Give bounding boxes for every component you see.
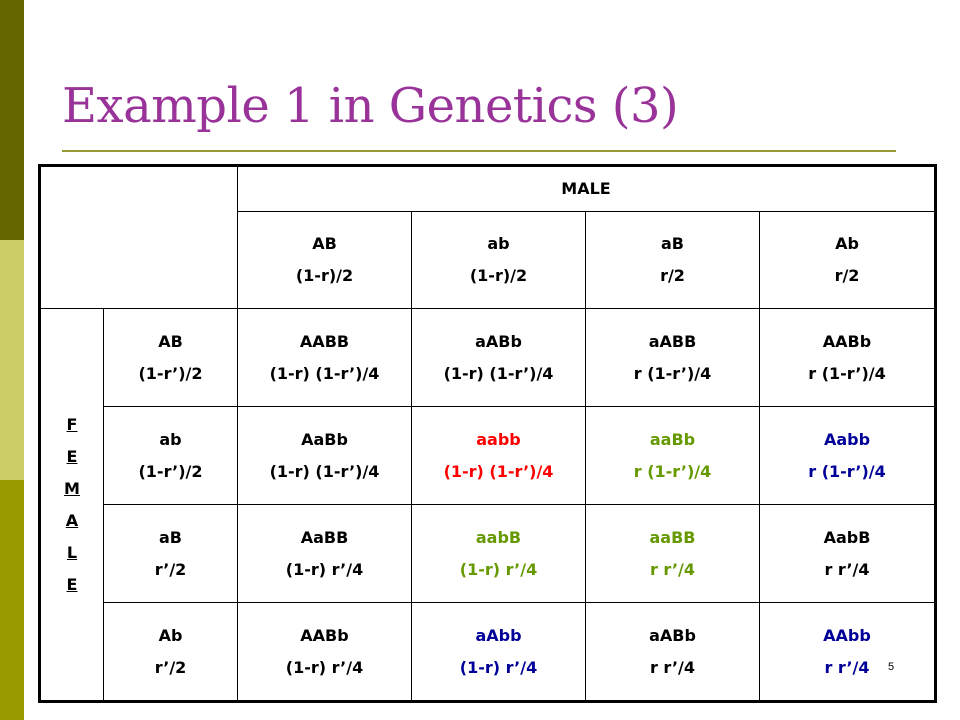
offspring-probability: (1-r) r’/4: [459, 657, 538, 677]
offspring-genotype: AABb: [300, 625, 349, 645]
gamete-probability: r/2: [660, 266, 685, 285]
offspring-genotype: aabb: [476, 429, 521, 449]
offspring-probability: r r’/4: [824, 657, 870, 677]
female-label-letter: E: [66, 574, 78, 594]
punnett-square-table: MALE AB (1-r)/2 ab (1-r)/2 aB r/2 Ab r/2…: [38, 164, 937, 703]
offspring-probability: (1-r) r’/4: [285, 657, 364, 677]
offspring-probability: r (1-r’)/4: [808, 363, 886, 383]
offspring-cell: AABb r (1-r’)/4: [759, 308, 936, 407]
gamete-probability: r’/2: [154, 559, 187, 579]
offspring-probability: r (1-r’)/4: [808, 461, 886, 481]
gamete-genotype: aB: [661, 234, 684, 253]
offspring-genotype: AaBb: [301, 429, 348, 449]
offspring-cell: AABb (1-r) r’/4: [237, 602, 412, 702]
gamete-genotype: AB: [158, 331, 183, 351]
offspring-cell: AabB r r’/4: [759, 504, 936, 603]
offspring-cell: aABb (1-r) (1-r’)/4: [411, 308, 586, 407]
gamete-probability: (1-r’)/2: [138, 363, 203, 383]
offspring-cell: AAbb r r’/4: [759, 602, 936, 702]
gamete-probability: (1-r)/2: [295, 266, 354, 285]
gamete-genotype: ab: [487, 234, 510, 253]
female-gamete-cell: AB (1-r’)/2: [103, 308, 238, 407]
male-header-row: MALE: [39, 165, 936, 309]
female-gamete-cell: Ab r’/2: [103, 602, 238, 702]
offspring-genotype: aabB: [475, 527, 522, 547]
offspring-genotype: aABB: [648, 331, 697, 351]
slide-number: 5: [888, 661, 895, 673]
offspring-genotype: Aabb: [823, 429, 871, 449]
gamete-probability: r’/2: [154, 657, 187, 677]
offspring-probability: r r’/4: [649, 559, 696, 579]
offspring-cell: aabB (1-r) r’/4: [411, 504, 586, 603]
offspring-genotype: AabB: [823, 527, 871, 547]
female-label-letter: L: [66, 542, 78, 562]
gamete-genotype: AB: [312, 234, 337, 253]
offspring-genotype: aAbb: [475, 625, 522, 645]
offspring-cell: aABb r r’/4: [585, 602, 760, 702]
offspring-cell: Aabb r (1-r’)/4: [759, 406, 936, 505]
gamete-genotype: Ab: [835, 234, 859, 253]
male-gamete-cell: aB r/2: [585, 211, 760, 309]
gamete-genotype: Ab: [158, 625, 183, 645]
offspring-probability: (1-r) (1-r’)/4: [269, 461, 380, 481]
side-stripe-bottom: [0, 480, 24, 720]
offspring-genotype: aABb: [475, 331, 522, 351]
male-gametes-row: AB (1-r)/2 ab (1-r)/2 aB r/2 Ab r/2: [40, 211, 936, 309]
offspring-probability: (1-r) (1-r’)/4: [269, 363, 380, 383]
offspring-cell: aabb (1-r) (1-r’)/4: [411, 406, 586, 505]
slide-title: Example 1 in Genetics (3): [62, 78, 679, 134]
offspring-cell: AaBB (1-r) r’/4: [237, 504, 412, 603]
male-label: MALE: [237, 165, 936, 212]
offspring-cell: aAbb (1-r) r’/4: [411, 602, 586, 702]
offspring-probability: (1-r) r’/4: [285, 559, 364, 579]
female-row: Ab r’/2 AABb (1-r) r’/4 aAbb (1-r) r’/4 aABb r …: [40, 602, 936, 702]
female-label-letter: A: [65, 510, 79, 530]
female-label-letter: F: [66, 414, 78, 434]
offspring-probability: r r’/4: [824, 559, 870, 579]
offspring-probability: (1-r) (1-r’)/4: [443, 461, 554, 481]
offspring-genotype: aABb: [649, 625, 696, 645]
offspring-cell: aABB r (1-r’)/4: [585, 308, 760, 407]
title-underline: [62, 150, 896, 152]
female-row: ab (1-r’)/2 AaBb (1-r) (1-r’)/4 aabb (1-r) (1…: [40, 406, 936, 505]
female-label-letter: E: [66, 446, 78, 466]
offspring-genotype: aaBB: [649, 527, 696, 547]
gamete-genotype: aB: [159, 527, 182, 547]
offspring-cell: aaBb r (1-r’)/4: [585, 406, 760, 505]
offspring-probability: (1-r) (1-r’)/4: [443, 363, 554, 383]
offspring-probability: (1-r) r’/4: [459, 559, 538, 579]
offspring-cell: AaBb (1-r) (1-r’)/4: [237, 406, 412, 505]
gamete-probability: (1-r’)/2: [138, 461, 203, 481]
side-stripe-middle: [0, 240, 24, 480]
female-row: F E M A L E AB (1-r’)/2 AABB (1-r) (1-r’)/4 aABb (1…: [39, 308, 936, 702]
side-stripe-top: [0, 0, 24, 240]
male-gamete-cell: Ab r/2: [759, 211, 936, 309]
gamete-genotype: ab: [159, 429, 182, 449]
female-gamete-cell: aB r’/2: [103, 504, 238, 603]
offspring-cell: aaBB r r’/4: [585, 504, 760, 603]
offspring-genotype: aaBb: [649, 429, 696, 449]
corner-cell: [39, 165, 238, 309]
gamete-probability: (1-r)/2: [469, 266, 528, 285]
offspring-probability: r (1-r’)/4: [633, 461, 712, 481]
punnett-square-body: MALE AB (1-r)/2 ab (1-r)/2 aB r/2 Ab r/2…: [39, 165, 936, 702]
offspring-probability: r r’/4: [649, 657, 696, 677]
gamete-probability: r/2: [834, 266, 860, 285]
female-label-letter: M: [64, 478, 80, 498]
male-gamete-cell: AB (1-r)/2: [237, 211, 412, 309]
female-row: aB r’/2 AaBB (1-r) r’/4 aabB (1-r) r’/4 aaBB r …: [40, 504, 936, 603]
female-gamete-cell: ab (1-r’)/2: [103, 406, 238, 505]
offspring-genotype: AABB: [299, 331, 350, 351]
offspring-probability: r (1-r’)/4: [633, 363, 712, 383]
offspring-genotype: AaBB: [300, 527, 349, 547]
offspring-genotype: AAbb: [823, 625, 871, 645]
offspring-genotype: AABb: [822, 331, 872, 351]
male-gamete-cell: ab (1-r)/2: [411, 211, 586, 309]
offspring-cell: AABB (1-r) (1-r’)/4: [237, 308, 412, 407]
